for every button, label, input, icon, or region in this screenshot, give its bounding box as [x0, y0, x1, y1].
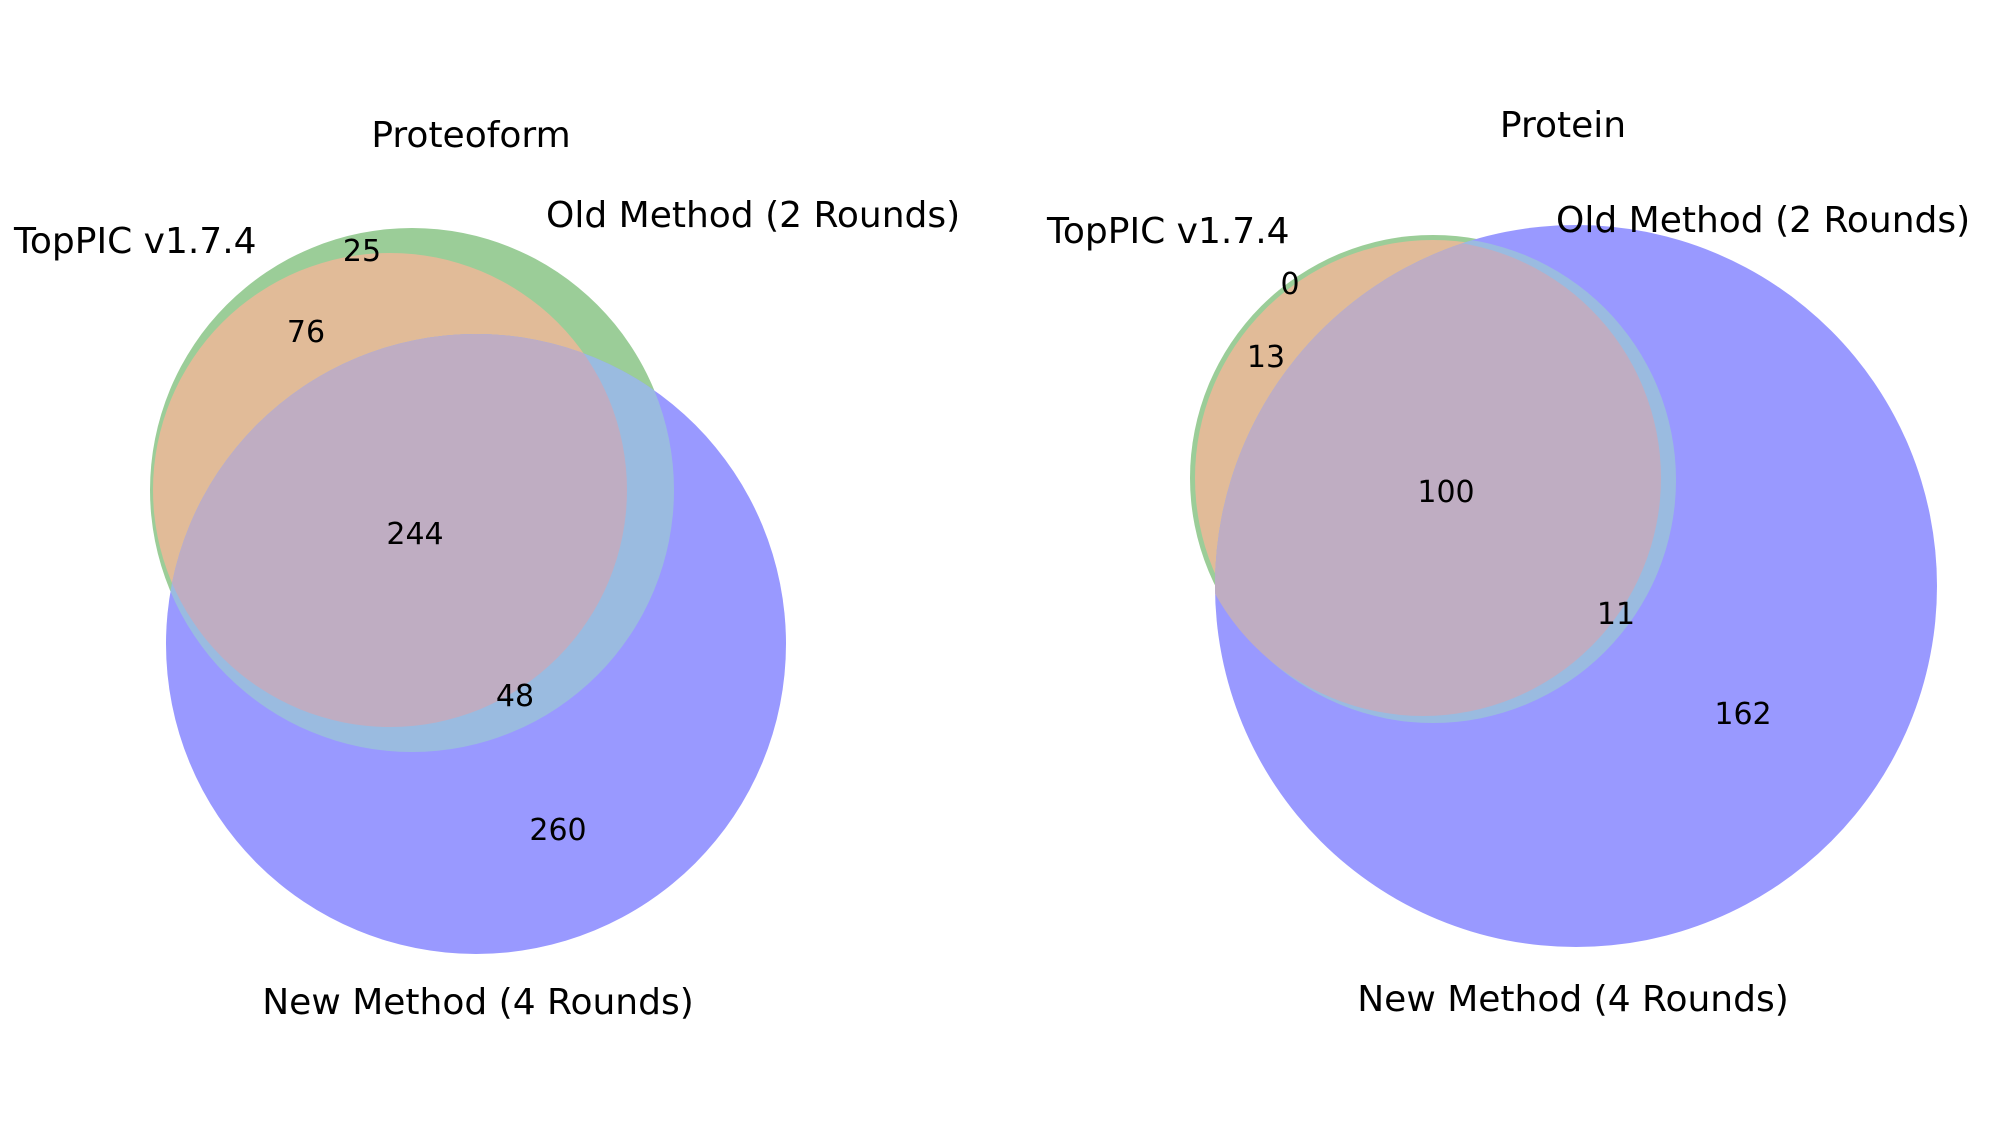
panel-title: Protein [1500, 105, 1626, 146]
new-method-label: New Method (4 Rounds) [1357, 979, 1789, 1020]
count-topPIC-only: 25 [343, 234, 381, 269]
count-topPIC-and-old: 76 [287, 315, 325, 350]
count-new-only: 260 [529, 813, 586, 848]
new-method-label: New Method (4 Rounds) [262, 982, 694, 1023]
count-all-three: 244 [386, 517, 443, 552]
venn-proteoform: Proteoform TopPIC v1.7.4 Old Method (2 R… [13, 115, 960, 1023]
count-new-only: 162 [1714, 697, 1771, 732]
venn-protein: Protein TopPIC v1.7.4 Old Method (2 Roun… [1046, 105, 1970, 1020]
count-topPIC-only: 0 [1280, 267, 1299, 302]
count-all-three: 100 [1417, 475, 1474, 510]
count-topPIC-and-old: 13 [1247, 340, 1285, 375]
old-method-label: Old Method (2 Rounds) [1556, 200, 1970, 241]
topPIC-label: TopPIC v1.7.4 [1046, 211, 1290, 252]
old-new-overlap [1215, 240, 1661, 716]
topPIC-label: TopPIC v1.7.4 [13, 221, 257, 262]
panel-title: Proteoform [371, 115, 570, 156]
count-topPIC-and-new: 11 [1597, 597, 1635, 632]
old-method-label: Old Method (2 Rounds) [546, 195, 960, 236]
count-topPIC-and-new: 48 [496, 679, 534, 714]
